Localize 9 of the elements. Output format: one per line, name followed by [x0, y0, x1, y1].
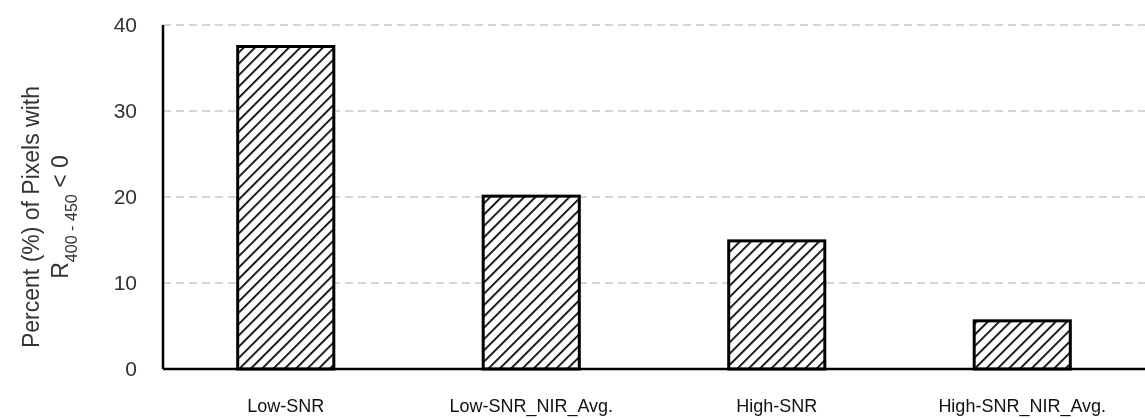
y-tick-label: 0 — [125, 357, 137, 381]
y-tick-label: 10 — [113, 271, 137, 295]
x-tick-label: High-SNR_NIR_Avg. — [938, 396, 1107, 417]
y-tick-label: 30 — [113, 99, 137, 123]
y-tick-label: 20 — [113, 185, 137, 209]
x-tick-label: High-SNR — [736, 396, 818, 416]
x-tick-label: Low-SNR_NIR_Avg. — [449, 396, 614, 417]
y-tick-label: 40 — [113, 13, 137, 37]
x-tick-label: Low-SNR — [247, 396, 325, 416]
